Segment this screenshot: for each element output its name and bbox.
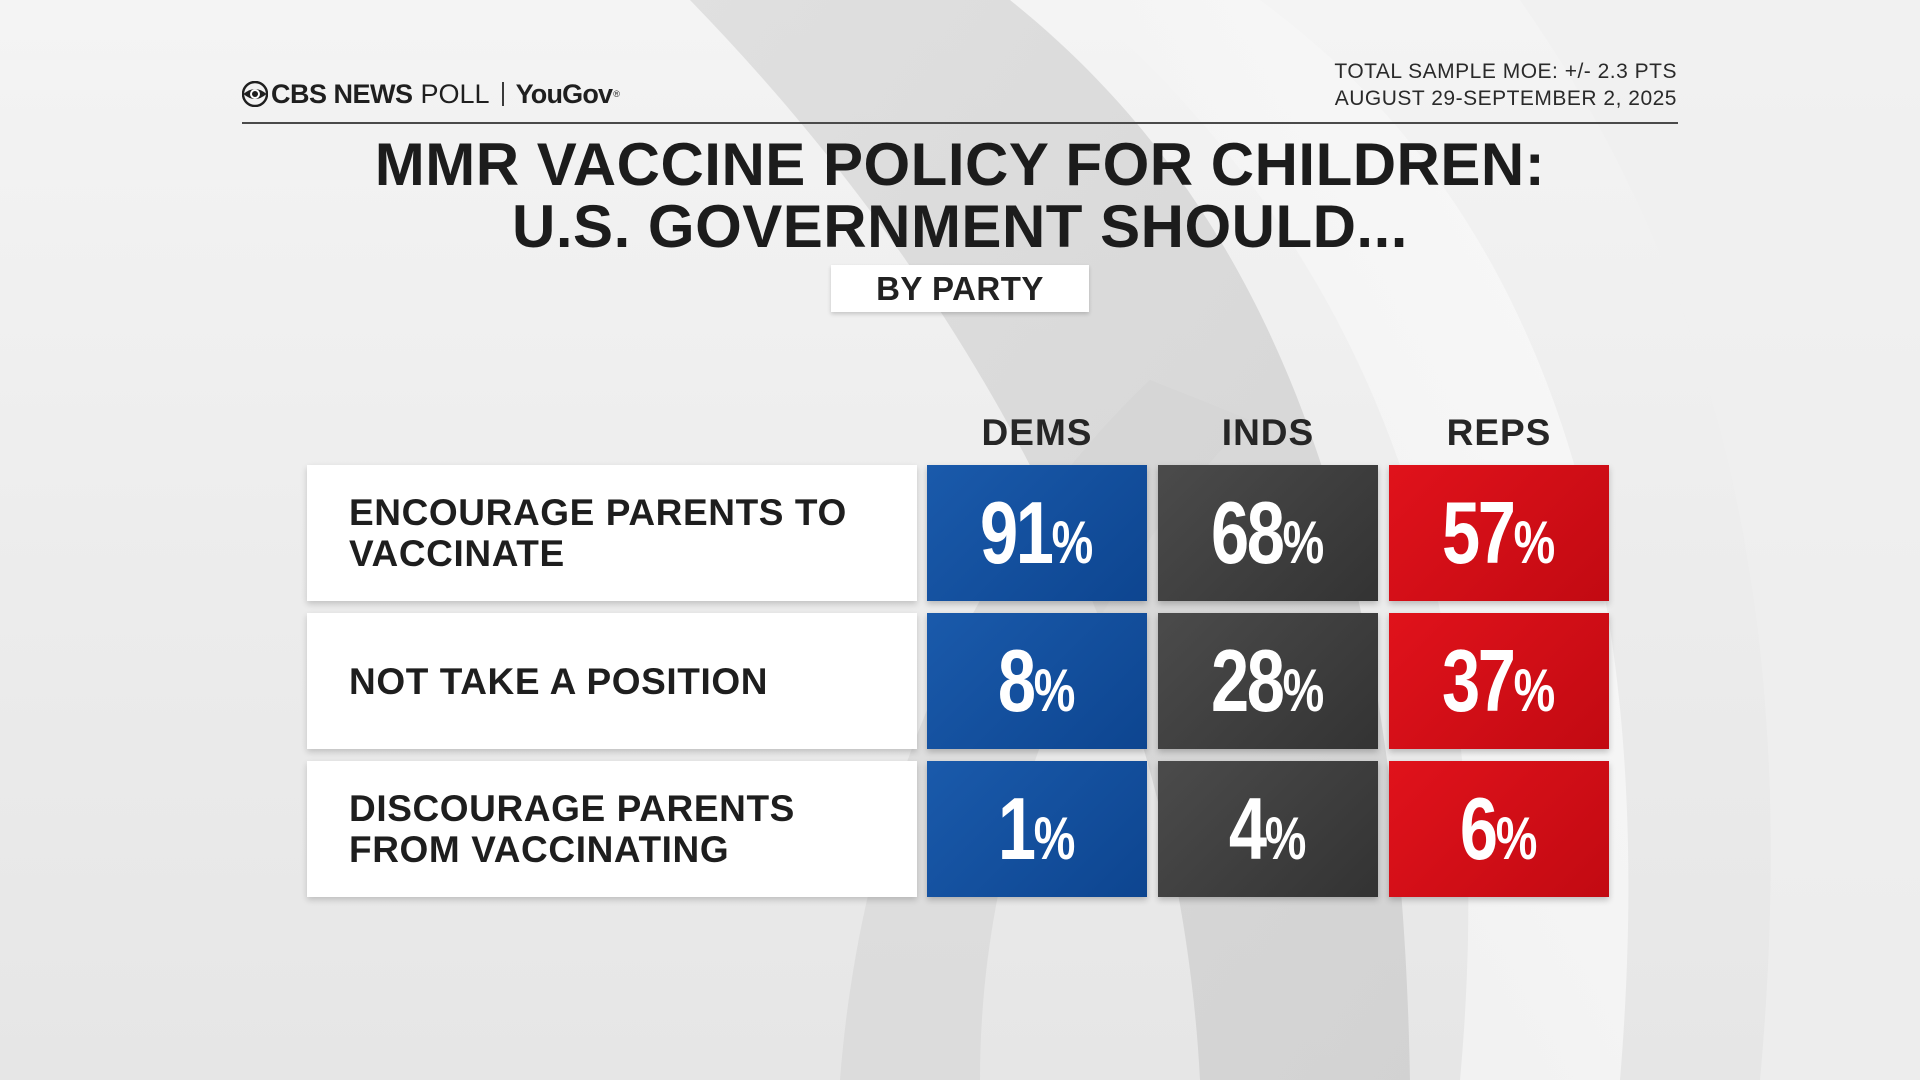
brand-poll-word: POLL <box>420 78 490 109</box>
brand-divider <box>501 82 504 106</box>
percent-sign: % <box>1283 509 1325 576</box>
chart-subtitle: BY PARTY <box>831 265 1089 312</box>
value-label: 68% <box>1211 483 1325 582</box>
value-label: 57% <box>1442 483 1556 582</box>
column-header-reps: REPS <box>1446 412 1552 453</box>
row-label-text: ENCOURAGE PARENTS TO VACCINATE <box>349 492 847 574</box>
percent-sign: % <box>1514 657 1556 724</box>
percent-sign: % <box>1283 657 1325 724</box>
value-label: 8% <box>998 631 1076 730</box>
value-label: 28% <box>1211 631 1325 730</box>
cbs-eye-icon <box>242 81 268 107</box>
percent-sign: % <box>1034 657 1076 724</box>
chart-title: MMR VACCINE POLICY FOR CHILDREN: U.S. GO… <box>0 134 1920 258</box>
chart-title-line-2: U.S. GOVERNMENT SHOULD... <box>512 193 1408 260</box>
row-label-text: NOT TAKE A POSITION <box>349 660 769 702</box>
brand-partner-mark: ® <box>613 89 620 99</box>
chart-title-line-1: MMR VACCINE POLICY FOR CHILDREN: <box>374 131 1546 198</box>
percent-sign: % <box>1034 805 1076 872</box>
percent-sign: % <box>1496 805 1538 872</box>
field-dates: AUGUST 29-SEPTEMBER 2, 2025 <box>1334 87 1677 110</box>
value-label: 1% <box>998 779 1076 878</box>
value-label: 37% <box>1442 631 1556 730</box>
value-label: 91% <box>980 483 1094 582</box>
header-rule <box>242 122 1678 124</box>
row-label-text: DISCOURAGE PARENTS FROM VACCINATING <box>349 788 795 870</box>
value-cell-inds-row-2: 28% <box>1158 613 1378 749</box>
value-cell-dems-row-3: 1% <box>927 761 1147 897</box>
row-label-2: NOT TAKE A POSITION <box>307 613 917 749</box>
row-label-1: ENCOURAGE PARENTS TO VACCINATE <box>307 465 917 601</box>
value-cell-reps-row-1: 57% <box>1389 465 1609 601</box>
value-cell-reps-row-3: 6% <box>1389 761 1609 897</box>
brand-partner: YouGov <box>515 78 614 109</box>
value-cell-dems-row-2: 8% <box>927 613 1147 749</box>
value-cell-inds-row-1: 68% <box>1158 465 1378 601</box>
percent-sign: % <box>1265 805 1307 872</box>
percent-sign: % <box>1052 509 1094 576</box>
value-cell-dems-row-1: 91% <box>927 465 1147 601</box>
row-label-3: DISCOURAGE PARENTS FROM VACCINATING <box>307 761 917 897</box>
value-label: 6% <box>1460 779 1538 878</box>
value-label: 4% <box>1229 779 1307 878</box>
value-cell-inds-row-3: 4% <box>1158 761 1378 897</box>
column-header-inds: INDS <box>1221 412 1315 453</box>
value-cell-reps-row-2: 37% <box>1389 613 1609 749</box>
column-header-dems: DEMS <box>981 412 1093 453</box>
brand-network: CBS NEWS <box>271 78 413 109</box>
percent-sign: % <box>1514 509 1556 576</box>
sample-moe: TOTAL SAMPLE MOE: +/- 2.3 PTS <box>1334 60 1677 83</box>
poll-meta: TOTAL SAMPLE MOE: +/- 2.3 PTS AUGUST 29-… <box>1334 58 1677 112</box>
brand-lockup: CBS NEWS POLL YouGov ® <box>242 76 620 112</box>
